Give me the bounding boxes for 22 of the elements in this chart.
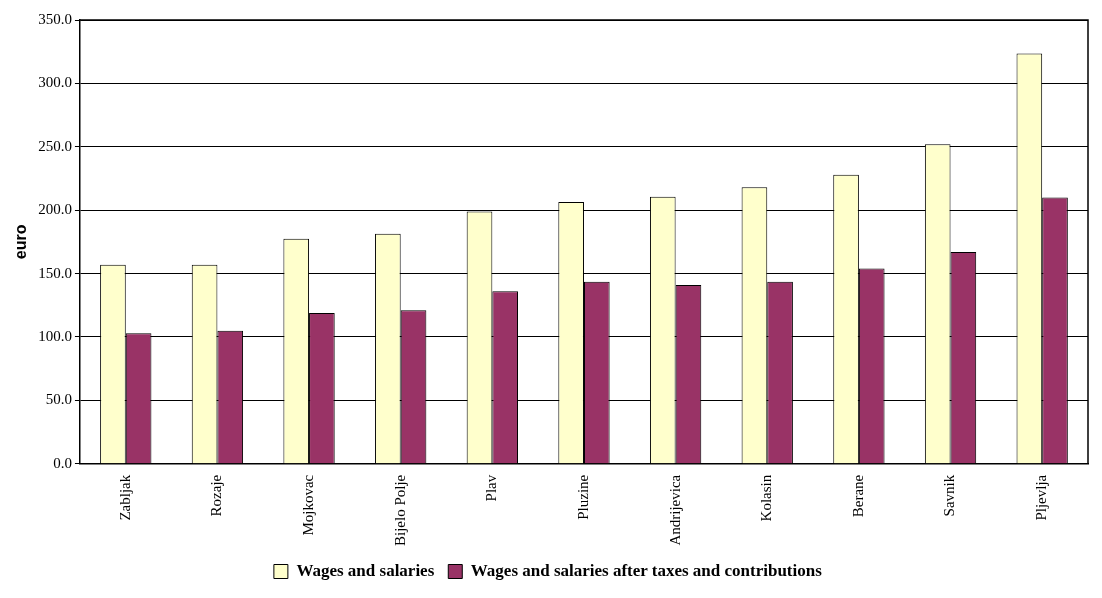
- x-tick-label: Zabljak: [116, 474, 133, 521]
- x-tick-label: Pluzine: [574, 474, 591, 520]
- y-tick-label: 50.0: [45, 391, 72, 408]
- x-tick-label: Andrijevica: [666, 474, 683, 546]
- x-tick-label: Rozaje: [208, 474, 225, 517]
- y-tick-label: 300.0: [38, 74, 72, 91]
- x-tick-label: Plav: [483, 474, 500, 502]
- x-tick-label: Savnik: [941, 474, 958, 517]
- x-tick-label: Pljevlja: [1033, 474, 1050, 521]
- x-tick-label: Berane: [849, 474, 866, 518]
- x-tick-label: Kolasin: [758, 474, 775, 522]
- legend-label: Wages and salaries: [296, 560, 435, 580]
- y-tick-label: 100.0: [38, 327, 72, 344]
- y-tick-label: 0.0: [53, 454, 72, 471]
- x-tick-label: Bijelo Polje: [391, 474, 408, 546]
- legend-label: Wages and salaries after taxes and contributions: [470, 560, 823, 580]
- y-tick-label: 250.0: [38, 137, 72, 154]
- y-tick-label: 150.0: [38, 264, 72, 281]
- y-tick-label: 350.0: [38, 10, 72, 27]
- y-tick-label: 200.0: [38, 201, 72, 218]
- y-axis-title: euro: [12, 224, 30, 260]
- x-tick-label: Mojkovac: [299, 474, 316, 536]
